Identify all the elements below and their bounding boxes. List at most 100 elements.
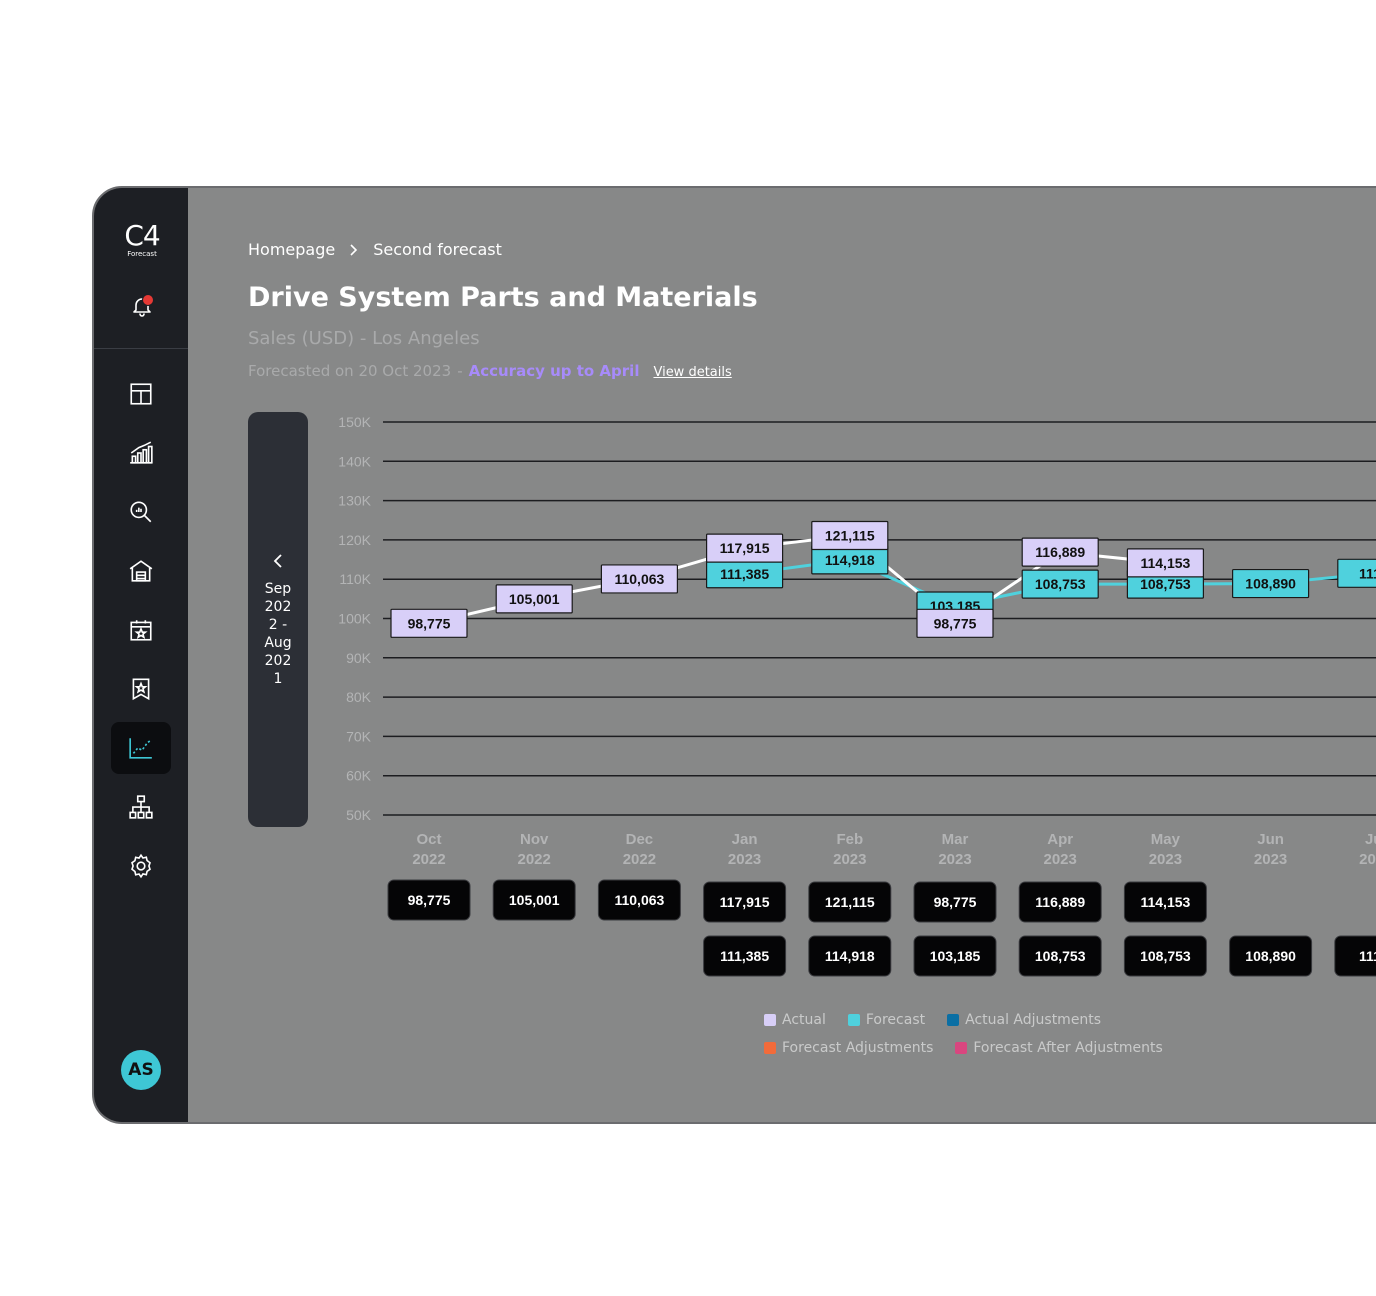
y-tick-label: 60K <box>346 768 372 784</box>
legend-item[interactable]: Actual Adjustments <box>947 1012 1101 1028</box>
y-tick-label: 50K <box>346 807 372 823</box>
x-tick-month: Dec <box>626 831 654 848</box>
data-label: 114,153 <box>1140 555 1190 571</box>
x-tick-year: 2023 <box>1044 851 1077 868</box>
x-tick-year: 2022 <box>412 851 445 868</box>
data-label-box <box>1021 537 1099 567</box>
sidebar-item-hierarchy[interactable] <box>111 781 171 833</box>
legend-label: Forecast Adjustments <box>782 1040 934 1056</box>
previous-period-button[interactable]: Sep 2022 - Aug 2021 <box>248 412 308 827</box>
view-details-link[interactable]: View details <box>653 365 732 380</box>
value-pill <box>1229 935 1313 977</box>
y-tick-label: 150K <box>338 414 371 430</box>
y-tick-label: 80K <box>346 689 372 705</box>
legend-swatch <box>955 1042 968 1054</box>
layout-icon <box>130 383 152 405</box>
logo-subtitle: Forecast <box>127 250 157 258</box>
x-tick-year: 2023 <box>1254 851 1287 868</box>
hierarchy-icon <box>129 795 153 819</box>
meta-separator: - <box>457 362 463 380</box>
data-label-box <box>600 564 678 594</box>
x-tick-month: Jan <box>732 831 758 848</box>
sidebar-item-forecast[interactable] <box>111 722 171 774</box>
value-pill-label: 114,918 <box>825 948 875 964</box>
y-tick-label: 70K <box>346 728 372 744</box>
sidebar-item-settings[interactable] <box>111 840 171 892</box>
value-pill <box>913 935 997 977</box>
y-tick-label: 100K <box>338 611 371 627</box>
sidebar-item-events[interactable] <box>111 604 171 656</box>
period-range-label: Sep 2022 - Aug 2021 <box>264 580 292 687</box>
data-label-box <box>916 608 994 638</box>
data-label: 117,915 <box>720 540 770 556</box>
y-tick-label: 130K <box>338 493 371 509</box>
notifications-button[interactable] <box>130 294 154 318</box>
x-tick-month: Mar <box>942 831 969 848</box>
data-label-box <box>390 608 468 638</box>
page-subtitle: Sales (USD) - Los Angeles <box>248 328 480 349</box>
value-pill <box>492 879 576 921</box>
legend-item[interactable]: Forecast After Adjustments <box>955 1040 1163 1056</box>
value-pill-label: 111,385 <box>720 948 769 964</box>
chevron-right-icon <box>350 243 358 256</box>
y-tick-label: 90K <box>346 650 372 666</box>
sidebar-item-explore[interactable] <box>111 486 171 538</box>
breadcrumb-home-link[interactable]: Homepage <box>248 240 336 259</box>
calendar-star-icon <box>130 620 152 641</box>
x-tick-year: 2022 <box>623 851 656 868</box>
value-pill <box>1018 881 1102 923</box>
value-pill <box>808 881 892 923</box>
data-label-box <box>1021 569 1099 599</box>
sidebar-item-warehouse[interactable] <box>111 545 171 597</box>
chevron-left-icon <box>273 553 282 568</box>
value-pill <box>1123 935 1207 977</box>
accuracy-label: Accuracy up to April <box>468 362 640 380</box>
data-label: 111,5 <box>1359 565 1376 581</box>
warehouse-icon <box>129 560 153 582</box>
y-tick-label: 110K <box>339 571 371 587</box>
forecast-date: Forecasted on 20 Oct 2023 <box>248 362 452 380</box>
bar-chart-icon <box>130 441 153 464</box>
data-label: 98,775 <box>934 615 977 631</box>
x-tick-year: 2023 <box>1359 851 1376 868</box>
legend-item[interactable]: Forecast Adjustments <box>764 1040 933 1056</box>
data-label-box <box>1126 548 1205 578</box>
value-pill <box>703 935 787 977</box>
value-pill-label: 105,001 <box>509 892 560 908</box>
sidebar-item-analytics[interactable] <box>111 427 171 479</box>
sidebar-item-dashboard[interactable] <box>111 368 171 420</box>
page-title: Drive System Parts and Materials <box>248 282 758 313</box>
legend-swatch <box>947 1014 960 1026</box>
data-label-box <box>1231 568 1310 599</box>
legend-row: Forecast Adjustments Forecast After Adjus… <box>764 1040 1204 1056</box>
value-pill-label: 117,915 <box>720 894 770 910</box>
legend-item[interactable]: Actual <box>764 1012 826 1028</box>
chart-legend: Actual Forecast Actual Adjustments Forecast… <box>764 1012 1204 1068</box>
value-pill <box>1123 881 1207 923</box>
user-avatar[interactable]: AS <box>121 1050 161 1090</box>
x-tick-year: 2023 <box>728 851 761 868</box>
data-label: 111,385 <box>720 566 769 582</box>
value-pill <box>1018 935 1102 977</box>
app-logo[interactable]: C4 Forecast <box>120 222 164 259</box>
notification-badge <box>142 294 154 306</box>
value-pill-label: 98,775 <box>408 892 451 908</box>
sidebar-item-saved[interactable] <box>111 663 171 715</box>
x-tick-month: Nov <box>520 831 549 848</box>
value-pill <box>387 879 471 921</box>
data-label: 108,890 <box>1245 576 1296 592</box>
legend-label: Actual <box>782 1012 826 1028</box>
legend-label: Forecast After Adjustments <box>973 1040 1163 1056</box>
legend-row: Actual Forecast Actual Adjustments <box>764 1012 1204 1028</box>
legend-label: Forecast <box>865 1012 926 1028</box>
x-tick-year: 2023 <box>938 851 971 868</box>
app-window: C4 Forecast <box>92 186 1376 1124</box>
x-tick-month: May <box>1151 831 1181 848</box>
value-pill-label: 111,5 <box>1359 948 1376 964</box>
value-pill <box>808 935 892 977</box>
data-label: 114,918 <box>825 552 875 568</box>
data-label-box <box>705 533 784 563</box>
breadcrumb: Homepage Second forecast <box>248 240 502 259</box>
bookmark-star-icon <box>132 678 150 701</box>
legend-item[interactable]: Forecast <box>847 1012 926 1028</box>
